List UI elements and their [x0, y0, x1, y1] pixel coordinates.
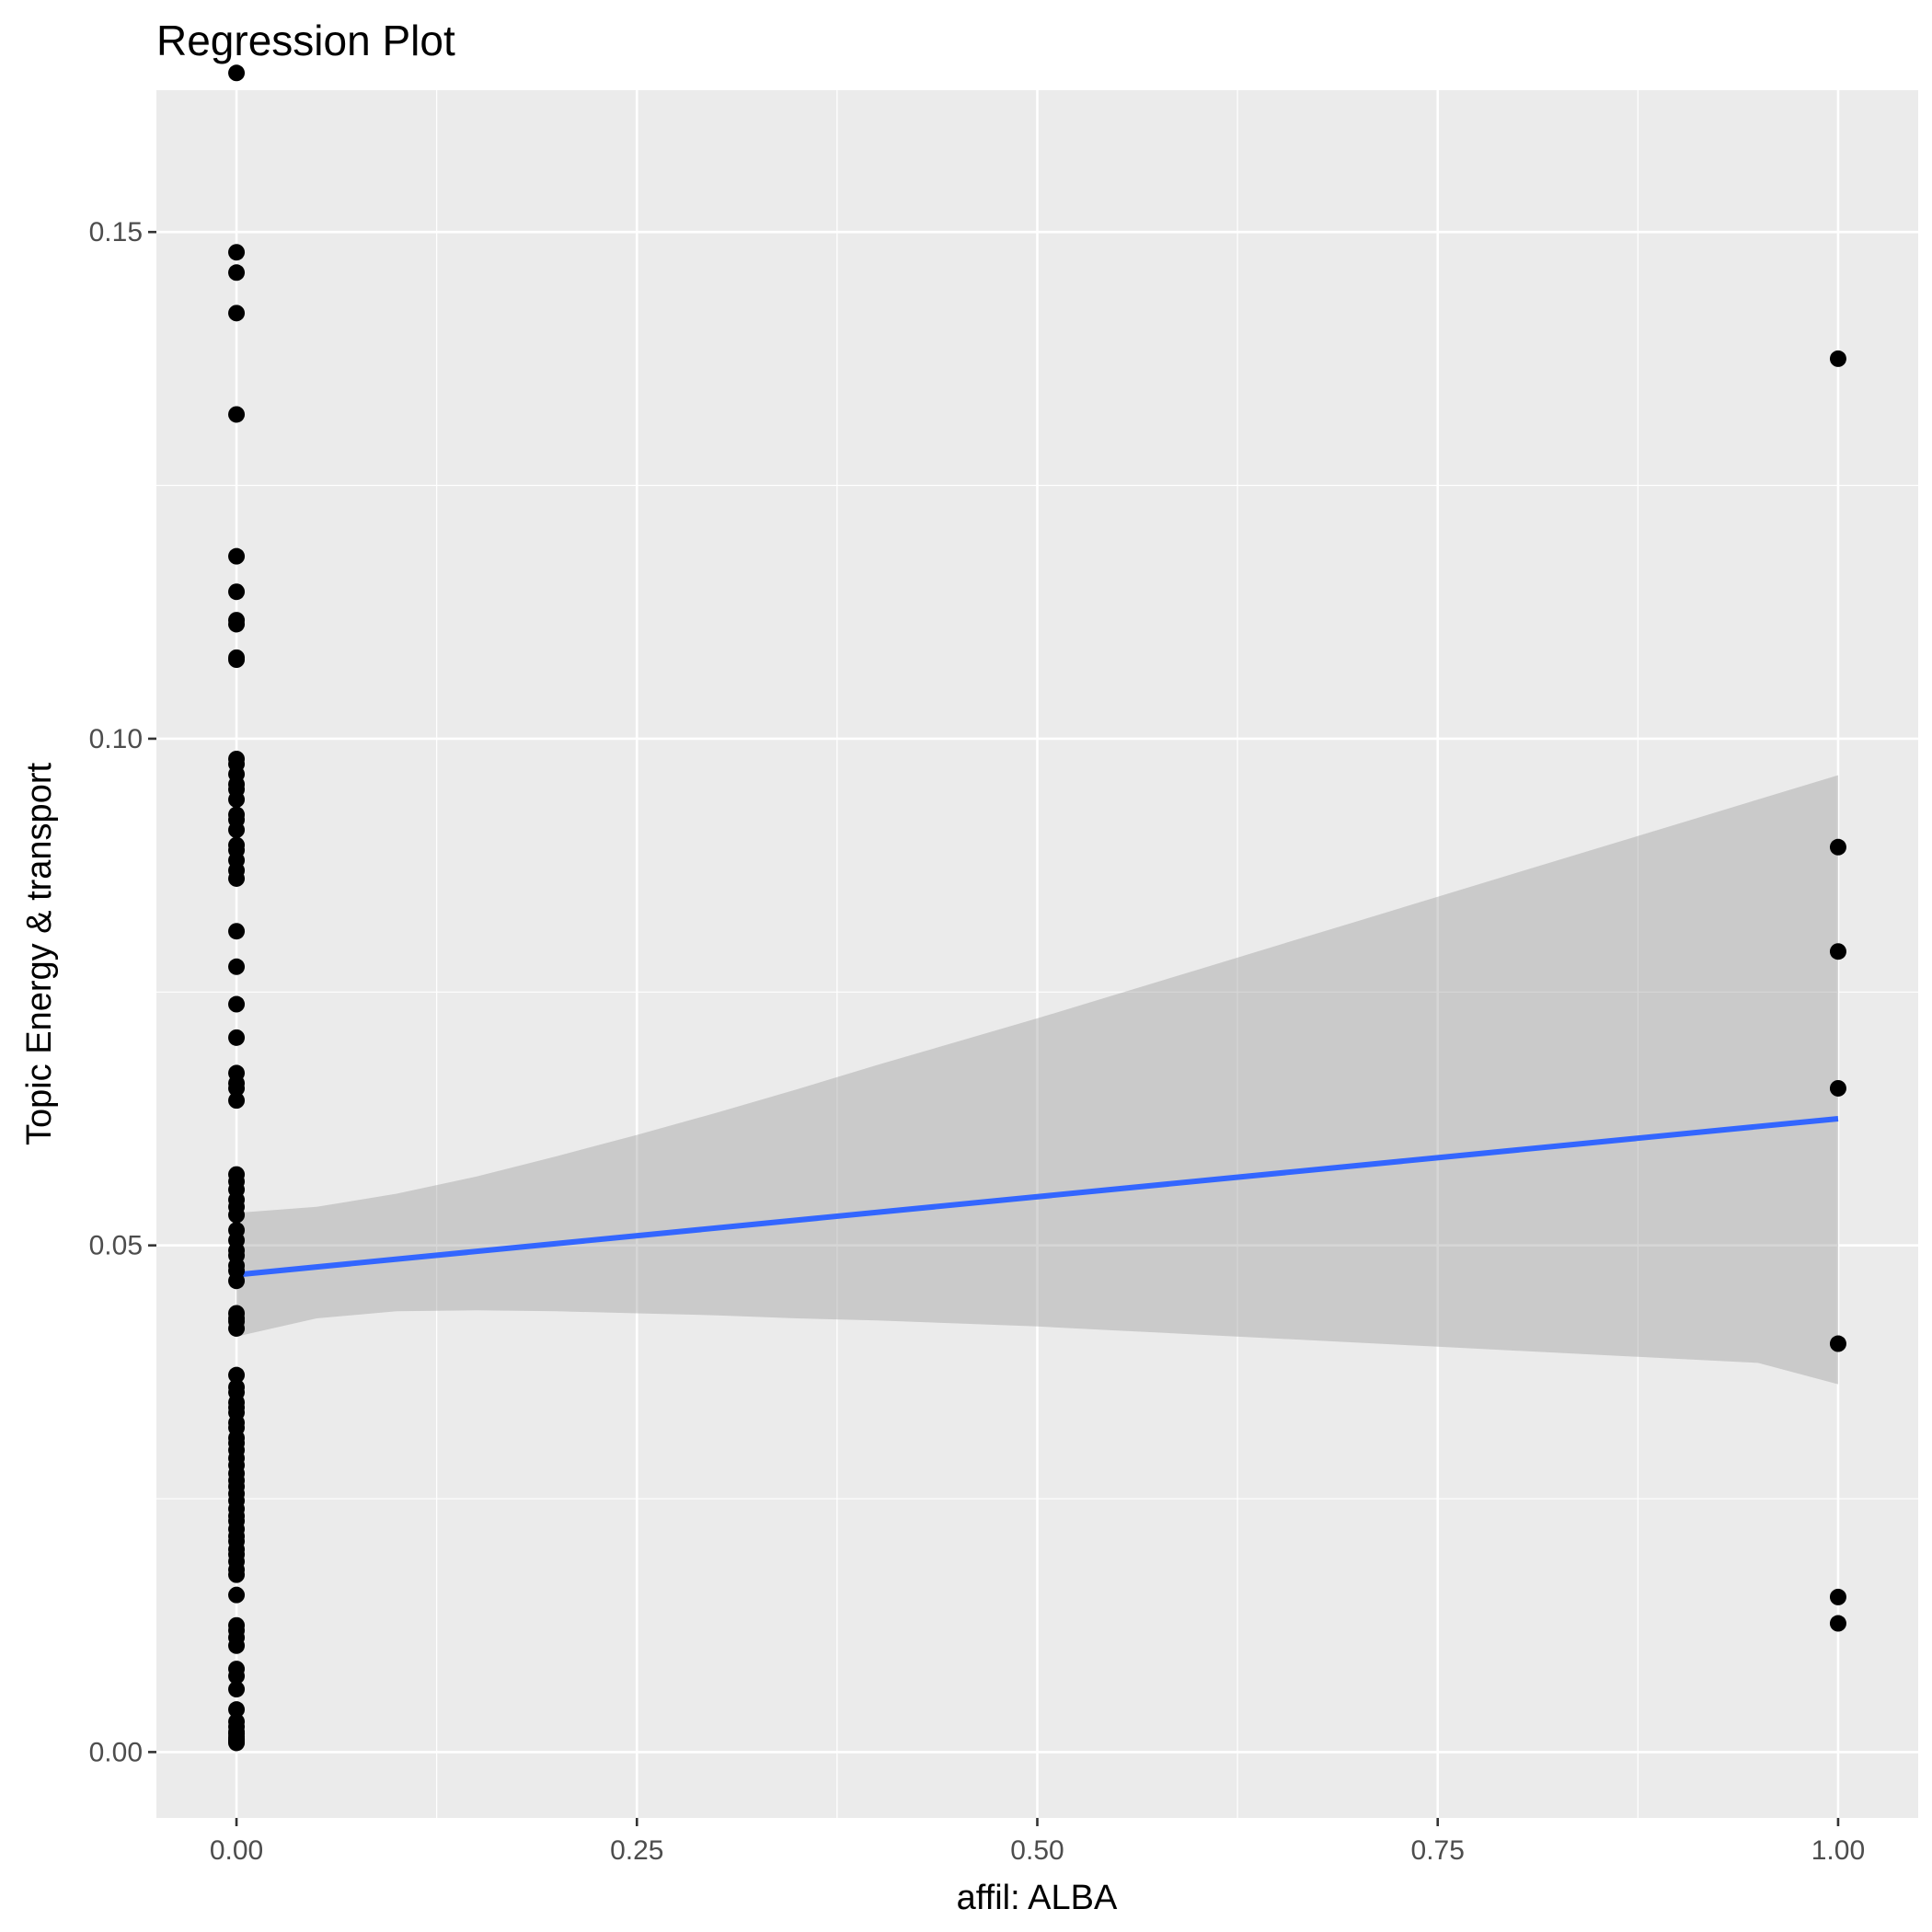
data-point [228, 583, 246, 601]
x-tick-label: 0.25 [610, 1835, 663, 1866]
data-point [228, 1319, 246, 1337]
data-point [228, 958, 246, 975]
data-point [228, 1206, 246, 1224]
data-point [228, 1079, 246, 1097]
x-tick-label: 0.50 [1010, 1835, 1064, 1866]
regression-line-layer [236, 1116, 1839, 1278]
data-point [228, 244, 246, 261]
data-point [228, 615, 246, 633]
y-tick-label: 0.00 [89, 1737, 143, 1767]
y-tick-label: 0.10 [89, 724, 143, 754]
confidence-band-layer [236, 775, 1838, 1385]
chart-title: Regression Plot [156, 17, 455, 64]
data-point [228, 1366, 246, 1384]
grid-major [156, 90, 1918, 1818]
data-point [228, 791, 246, 809]
data-point [1829, 1588, 1846, 1605]
data-point [228, 1701, 246, 1719]
data-point [228, 1667, 246, 1685]
data-point [1829, 350, 1846, 367]
data-point [228, 264, 246, 282]
data-point [228, 1566, 246, 1583]
data-point [228, 64, 246, 82]
data-point [228, 547, 246, 565]
y-axis-label: Topic Energy & transport [20, 763, 59, 1146]
x-axis-label: affil: ALBA [957, 1879, 1118, 1917]
data-point [228, 923, 246, 940]
data-point [228, 1637, 246, 1654]
data-point [228, 822, 246, 839]
regression-line [236, 1116, 1839, 1278]
data-point [228, 995, 246, 1013]
data-point [228, 1734, 246, 1752]
data-point [1829, 1335, 1846, 1352]
x-axis: 0.00 0.25 0.50 0.75 1.00 [210, 1818, 1865, 1866]
data-point [1829, 1079, 1846, 1097]
data-point [228, 869, 246, 887]
data-point [228, 1272, 246, 1290]
data-point [228, 651, 246, 669]
confidence-band [236, 775, 1838, 1385]
y-axis: 0.00 0.05 0.10 0.15 [89, 217, 156, 1767]
data-point [228, 1029, 246, 1046]
points-layer [228, 64, 1846, 1752]
data-point [228, 1586, 246, 1604]
data-point [228, 406, 246, 423]
y-tick-label: 0.15 [89, 217, 143, 247]
data-point [228, 1092, 246, 1110]
data-point [1829, 943, 1846, 960]
y-tick-label: 0.05 [89, 1231, 143, 1261]
data-point [1829, 1615, 1846, 1632]
x-tick-label: 0.75 [1411, 1835, 1465, 1866]
data-point [228, 305, 246, 322]
x-tick-label: 0.00 [210, 1835, 263, 1866]
data-point [228, 1681, 246, 1698]
data-point [1829, 838, 1846, 856]
x-tick-label: 1.00 [1811, 1835, 1865, 1866]
